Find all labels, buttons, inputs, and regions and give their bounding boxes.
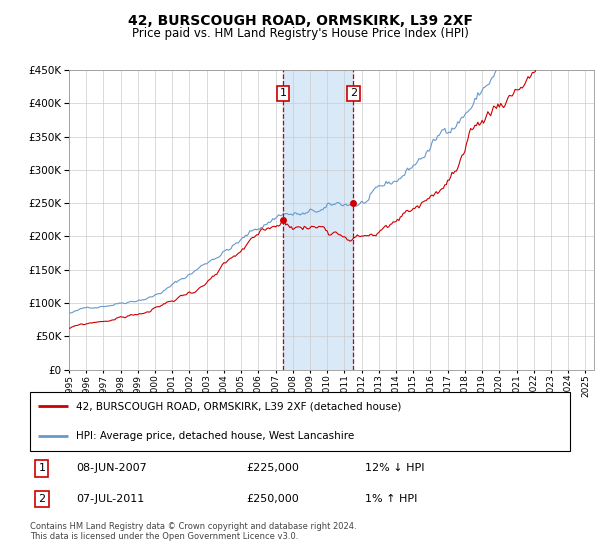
Text: 2: 2 — [38, 494, 46, 505]
Text: Price paid vs. HM Land Registry's House Price Index (HPI): Price paid vs. HM Land Registry's House … — [131, 27, 469, 40]
Text: £250,000: £250,000 — [246, 494, 299, 505]
Text: 1: 1 — [280, 88, 287, 99]
Text: £225,000: £225,000 — [246, 464, 299, 473]
Text: 42, BURSCOUGH ROAD, ORMSKIRK, L39 2XF: 42, BURSCOUGH ROAD, ORMSKIRK, L39 2XF — [128, 14, 473, 28]
Text: 42, BURSCOUGH ROAD, ORMSKIRK, L39 2XF (detached house): 42, BURSCOUGH ROAD, ORMSKIRK, L39 2XF (d… — [76, 401, 401, 411]
FancyBboxPatch shape — [30, 392, 570, 451]
Text: 1% ↑ HPI: 1% ↑ HPI — [365, 494, 417, 505]
Text: 12% ↓ HPI: 12% ↓ HPI — [365, 464, 424, 473]
Text: 08-JUN-2007: 08-JUN-2007 — [76, 464, 146, 473]
Text: 1: 1 — [38, 464, 46, 473]
Bar — [283, 70, 353, 370]
Text: Contains HM Land Registry data © Crown copyright and database right 2024.
This d: Contains HM Land Registry data © Crown c… — [30, 522, 356, 542]
Text: 2: 2 — [350, 88, 357, 99]
Text: HPI: Average price, detached house, West Lancashire: HPI: Average price, detached house, West… — [76, 431, 354, 441]
Text: 07-JUL-2011: 07-JUL-2011 — [76, 494, 144, 505]
